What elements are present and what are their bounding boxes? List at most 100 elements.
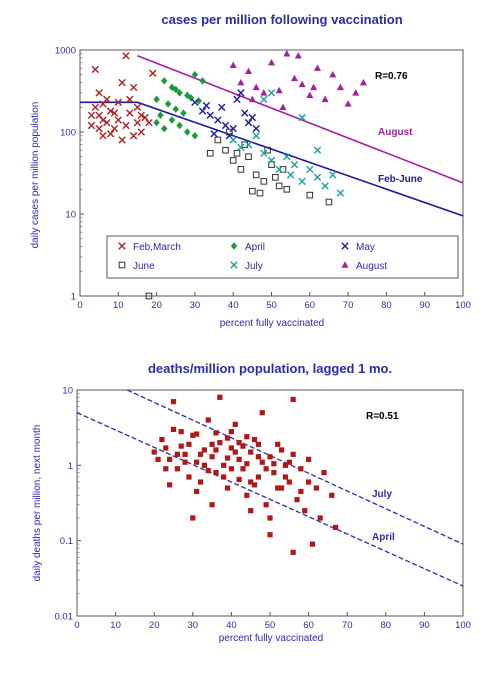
series-point: [232, 449, 238, 455]
may-point: [237, 89, 245, 97]
feb-march-point: [129, 132, 138, 140]
april-point: [161, 124, 168, 133]
series-point: [209, 454, 215, 460]
august-point: [268, 59, 275, 66]
x-tick-label: 40: [228, 300, 239, 311]
deaths-plot-frame: [76, 389, 464, 617]
series-point: [209, 502, 215, 508]
x-tick-label: 80: [381, 620, 392, 631]
series-point: [213, 430, 219, 436]
july-point: [298, 177, 306, 186]
feb-march-point: [103, 118, 111, 127]
series-point: [224, 485, 231, 491]
august-point: [237, 78, 245, 86]
feb-march-point: [95, 124, 103, 133]
legend-august-marker: [341, 261, 349, 268]
series-point: [240, 443, 246, 449]
x-tick-label: 30: [190, 300, 201, 311]
deaths-chart: deaths/million population, lagged 1 mo. …: [32, 361, 471, 644]
series-point: [228, 429, 234, 435]
x-tick-label: 100: [455, 620, 471, 631]
series-point: [294, 497, 300, 503]
series-point: [240, 466, 246, 472]
june-point: [214, 136, 222, 144]
june-point: [268, 161, 275, 168]
series-point: [197, 479, 204, 485]
series-point: [267, 454, 273, 460]
legend-august-label: August: [356, 261, 387, 272]
series-point: [271, 470, 277, 476]
deaths-chart-title: deaths/million population, lagged 1 mo.: [148, 361, 392, 376]
series-point: [251, 482, 258, 488]
june-point: [229, 157, 237, 164]
series-point: [267, 532, 273, 538]
series-point: [255, 454, 262, 460]
july-point: [313, 173, 322, 182]
series-point: [255, 474, 262, 480]
feb-march-point: [99, 116, 107, 124]
june-point: [260, 178, 268, 185]
feb-june-line-label: Feb-June: [378, 174, 423, 185]
series-point: [236, 440, 242, 446]
feb-march-point: [103, 95, 111, 104]
may-point: [248, 113, 257, 122]
august-point: [283, 50, 291, 57]
august-point: [252, 83, 260, 91]
series-point: [298, 488, 304, 495]
cases-r-value: R=0.76: [375, 71, 408, 82]
series-point: [151, 449, 157, 455]
series-point: [186, 474, 192, 480]
legend-may-marker: [341, 242, 349, 250]
series-point: [232, 421, 238, 427]
april-point: [176, 121, 183, 130]
series-point: [236, 456, 242, 462]
june-point: [264, 146, 271, 154]
series-point: [224, 455, 231, 461]
august-point: [306, 91, 314, 99]
cases-chart-title: cases per million following vaccination: [161, 12, 402, 27]
june-point: [283, 186, 291, 193]
series-point: [298, 466, 304, 472]
july-point: [252, 132, 260, 140]
july-point: [286, 171, 295, 179]
series-point: [244, 461, 250, 467]
series-point: [306, 479, 312, 485]
series-point: [263, 502, 269, 508]
july-point: [329, 171, 337, 179]
feb-march-point: [122, 52, 130, 60]
feb-march-point: [126, 109, 134, 117]
deaths-points: [151, 394, 339, 555]
august-point: [290, 74, 298, 82]
april-point: [195, 97, 202, 105]
deaths-r-value: R=0.51: [366, 411, 399, 422]
april-point: [184, 128, 191, 136]
feb-march-point: [137, 111, 145, 119]
feb-march-point: [137, 128, 145, 136]
april-point: [164, 100, 172, 108]
august-point: [321, 95, 329, 103]
series-point: [217, 394, 223, 400]
feb-march-point: [99, 132, 107, 140]
series-point: [244, 492, 250, 498]
may-point: [221, 121, 230, 130]
august-point: [344, 100, 352, 107]
may-point: [210, 130, 218, 138]
may-point: [229, 124, 237, 133]
cases-y-ticks: 1 10 100 1000: [55, 46, 84, 303]
july-point: [267, 89, 276, 97]
series-point: [329, 492, 335, 498]
series-point: [194, 488, 200, 495]
june-point: [245, 153, 252, 160]
series-point: [333, 524, 339, 531]
cases-chart: cases per million following vaccination …: [30, 12, 471, 329]
series-point: [190, 515, 196, 521]
deaths-x-ticks: 0 10 20 30 40 50 60 70 80 90 100: [74, 612, 471, 631]
may-point: [191, 98, 199, 107]
series-point: [194, 459, 200, 465]
may-point: [233, 95, 241, 104]
series-point: [271, 461, 277, 467]
series-point: [190, 432, 196, 438]
august-point: [313, 64, 321, 71]
series-point: [282, 474, 289, 480]
series-point: [224, 435, 231, 441]
